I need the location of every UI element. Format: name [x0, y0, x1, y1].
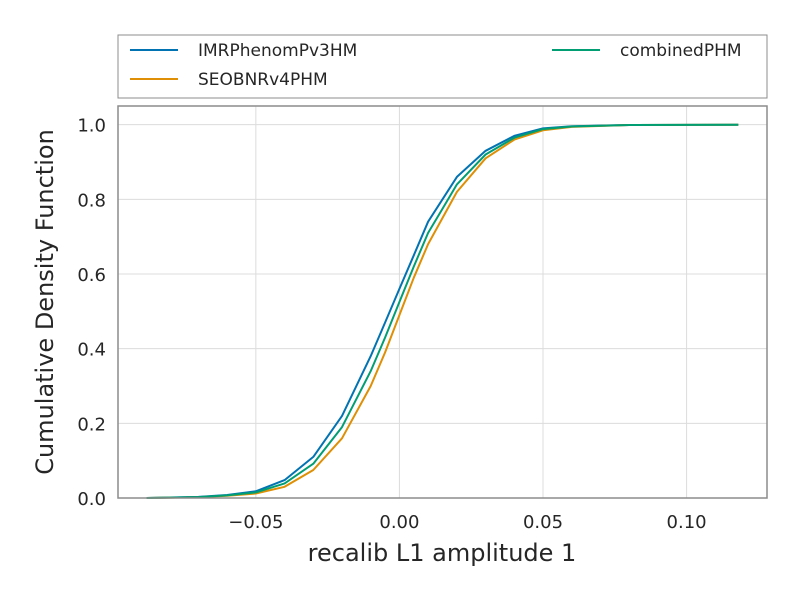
y-axis-label: Cumulative Density Function — [31, 129, 59, 475]
series-line-combinedphm — [146, 123, 739, 499]
legend-label: combinedPHM — [620, 41, 742, 61]
y-tick-label: 1.0 — [77, 116, 106, 137]
y-tick-label: 0.8 — [77, 190, 106, 211]
plot-frame — [117, 105, 768, 499]
legend-label: IMRPhenomPv3HM — [198, 41, 357, 61]
y-axis: 0.0 0.2 0.4 0.6 0.8 1.0 — [77, 116, 106, 510]
x-axis-label: recalib L1 amplitude 1 — [308, 539, 577, 567]
legend: IMRPhenomPv3HM SEOBNRv4PHM combinedPHM — [117, 34, 768, 99]
grid — [118, 106, 767, 499]
y-tick-label: 0.6 — [77, 265, 106, 286]
x-axis: −0.05 0.00 0.05 0.10 — [228, 512, 706, 533]
legend-frame — [117, 34, 768, 99]
x-tick-label: 0.00 — [379, 512, 419, 533]
x-tick-label: −0.05 — [228, 512, 283, 533]
x-tick-label: 0.05 — [523, 512, 563, 533]
y-tick-label: 0.4 — [77, 340, 106, 361]
y-tick-label: 0.0 — [77, 489, 106, 510]
series-group — [146, 123, 739, 499]
legend-label: SEOBNRv4PHM — [198, 70, 328, 90]
x-tick-label: 0.10 — [667, 512, 707, 533]
series-line-seobnrv4phm — [146, 123, 739, 499]
y-tick-label: 0.2 — [77, 414, 106, 435]
series-line-imrphenompv3hm — [146, 123, 739, 499]
